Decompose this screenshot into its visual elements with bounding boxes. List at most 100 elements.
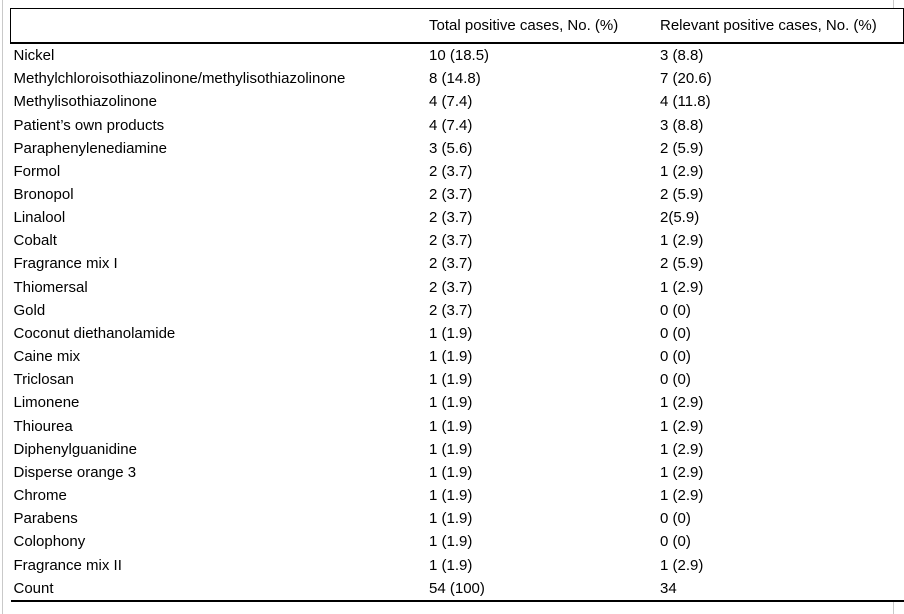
substance-cell: Nickel — [13, 47, 55, 65]
total-cases-cell: 1 (1.9) — [429, 510, 473, 528]
total-cases-cell: 1 (1.9) — [429, 556, 473, 574]
table-row: Parabens 1 (1.9) 0 (0) — [11, 507, 904, 530]
substance-cell: Fragrance mix II — [13, 556, 122, 574]
total-cases-cell: 2 (3.7) — [429, 209, 473, 227]
table-row: Formol 2 (3.7) 1 (2.9) — [11, 160, 904, 183]
substance-cell: Thiourea — [13, 417, 73, 435]
table-row: Thiourea 1 (1.9) 1 (2.9) — [11, 415, 904, 438]
relevant-cases-cell: 34 — [657, 576, 904, 602]
relevant-cases-cell: 7 (20.6) — [660, 70, 712, 88]
header-row: Total positive cases, No. (%) Relevant p… — [10, 8, 904, 44]
table-body: Nickel 10 (18.5) 3 (8.8) Methylchloroisothi… — [10, 43, 904, 602]
total-cases-cell: 1 (1.9) — [429, 463, 473, 481]
table-row: Diphenylguanidine 1 (1.9) 1 (2.9) — [11, 438, 904, 461]
relevant-cases-column-header: Relevant positive cases, No. (%) — [657, 8, 904, 44]
table-row: Gold 2 (3.7) 0 (0) — [11, 299, 904, 322]
total-cases-cell: 1 (1.9) — [429, 371, 473, 389]
total-cases-cell: 1 (1.9) — [429, 417, 473, 435]
total-cases-column-header: Total positive cases, No. (%) — [426, 8, 657, 44]
substance-cell: Fragrance mix I — [13, 255, 118, 273]
substance-cell: Patient’s own products — [13, 116, 165, 134]
relevant-cases-cell: 4 (11.8) — [660, 93, 711, 111]
table-row: Nickel 10 (18.5) 3 (8.8) — [11, 43, 904, 67]
total-cases-cell: 2 (3.7) — [429, 232, 473, 250]
relevant-cases-cell: 0 (0) — [660, 533, 691, 551]
relevant-cases-cell: 0 (0) — [660, 348, 691, 366]
relevant-cases-cell: 1 (2.9) — [660, 162, 704, 180]
total-cases-cell: 2 (3.7) — [429, 278, 473, 296]
table-row: Colophony 1 (1.9) 0 (0) — [11, 530, 904, 553]
relevant-cases-cell: 1 (2.9) — [660, 278, 704, 296]
table-header: Total positive cases, No. (%) Relevant p… — [10, 8, 904, 44]
substance-column-header — [10, 8, 426, 44]
total-cases-cell: 54 (100) — [426, 576, 657, 602]
relevant-cases-cell: 2(5.9) — [660, 209, 700, 227]
table-row: Count 54 (100) 34 — [10, 576, 904, 602]
substance-cell: Chrome — [13, 487, 67, 505]
total-cases-cell: 1 (1.9) — [429, 487, 473, 505]
table-row: Limonene 1 (1.9) 1 (2.9) — [11, 391, 904, 414]
total-cases-cell: 4 (7.4) — [429, 93, 473, 111]
table-row: Fragrance mix I 2 (3.7) 2 (5.9) — [11, 252, 904, 275]
relevant-cases-cell: 1 (2.9) — [660, 232, 704, 250]
total-cases-cell: 1 (1.9) — [429, 394, 473, 412]
substance-cell: Linalool — [13, 209, 66, 227]
table-row: Methylchloroisothiazolinone/methylisothi… — [11, 67, 904, 90]
total-cases-cell: 2 (3.7) — [429, 186, 473, 204]
table-row: Methylisothiazolinone 4 (7.4) 4 (11.8) — [11, 90, 904, 113]
relevant-cases-cell: 0 (0) — [660, 324, 691, 342]
substance-cell: Limonene — [13, 394, 80, 412]
substance-cell: Formol — [13, 162, 61, 180]
substance-cell: Paraphenylenediamine — [13, 139, 167, 157]
relevant-cases-cell: 3 (8.8) — [660, 47, 704, 65]
total-cases-cell: 4 (7.4) — [429, 116, 473, 134]
relevant-cases-cell: 1 (2.9) — [660, 556, 704, 574]
relevant-cases-cell: 0 (0) — [660, 510, 691, 528]
table-row: Chrome 1 (1.9) 1 (2.9) — [11, 484, 904, 507]
total-cases-cell: 2 (3.7) — [429, 162, 473, 180]
table-row: Fragrance mix II 1 (1.9) 1 (2.9) — [11, 553, 904, 576]
table-row: Paraphenylenediamine 3 (5.6) 2 (5.9) — [11, 137, 904, 160]
positive-cases-table: Total positive cases, No. (%) Relevant p… — [10, 8, 904, 602]
total-cases-cell: 10 (18.5) — [429, 47, 490, 65]
substance-cell: Disperse orange 3 — [13, 463, 137, 481]
table-row: Linalool 2 (3.7) 2(5.9) — [11, 206, 904, 229]
table-row: Disperse orange 3 1 (1.9) 1 (2.9) — [11, 461, 904, 484]
substance-cell: Methylisothiazolinone — [13, 93, 157, 111]
table-row: Cobalt 2 (3.7) 1 (2.9) — [11, 229, 904, 252]
substance-cell: Coconut diethanolamide — [13, 324, 176, 342]
relevant-cases-cell: 2 (5.9) — [660, 186, 704, 204]
total-cases-cell: 1 (1.9) — [429, 324, 473, 342]
relevant-cases-cell: 2 (5.9) — [660, 255, 704, 273]
relevant-cases-cell: 2 (5.9) — [660, 139, 704, 157]
total-cases-cell: 8 (14.8) — [429, 70, 481, 88]
table-row: Caine mix 1 (1.9) 0 (0) — [11, 345, 904, 368]
table-row: Triclosan 1 (1.9) 0 (0) — [11, 368, 904, 391]
substance-cell: Parabens — [13, 510, 78, 528]
total-cases-cell: 2 (3.7) — [429, 301, 473, 319]
relevant-cases-cell: 1 (2.9) — [660, 440, 704, 458]
substance-cell: Count — [10, 576, 426, 602]
total-cases-cell: 1 (1.9) — [429, 440, 473, 458]
substance-cell: Diphenylguanidine — [13, 440, 137, 458]
table-row: Patient’s own products 4 (7.4) 3 (8.8) — [11, 113, 904, 136]
total-cases-cell: 2 (3.7) — [429, 255, 473, 273]
table-row: Bronopol 2 (3.7) 2 (5.9) — [11, 183, 904, 206]
table-row: Coconut diethanolamide 1 (1.9) 0 (0) — [11, 322, 904, 345]
relevant-cases-cell: 0 (0) — [660, 371, 691, 389]
relevant-cases-cell: 3 (8.8) — [660, 116, 704, 134]
substance-cell: Bronopol — [13, 186, 74, 204]
total-cases-cell: 3 (5.6) — [429, 139, 473, 157]
substance-cell: Cobalt — [13, 232, 57, 250]
total-cases-cell: 1 (1.9) — [429, 533, 473, 551]
substance-cell: Methylchloroisothiazolinone/methylisothi… — [13, 70, 346, 88]
substance-cell: Colophony — [13, 533, 86, 551]
relevant-cases-cell: 1 (2.9) — [660, 463, 704, 481]
table-row: Thiomersal 2 (3.7) 1 (2.9) — [11, 276, 904, 299]
substance-cell: Triclosan — [13, 371, 74, 389]
relevant-cases-cell: 1 (2.9) — [660, 417, 704, 435]
total-cases-cell: 1 (1.9) — [429, 348, 473, 366]
substance-cell: Thiomersal — [13, 278, 88, 296]
page-edge-left — [2, 0, 3, 614]
